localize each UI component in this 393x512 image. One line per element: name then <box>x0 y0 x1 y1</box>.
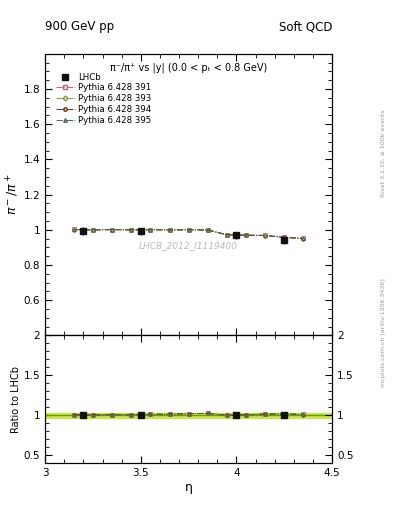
X-axis label: η: η <box>185 481 193 494</box>
Text: Soft QCD: Soft QCD <box>279 20 332 33</box>
Text: Rivet 3.1.10, ≥ 100k events: Rivet 3.1.10, ≥ 100k events <box>381 110 386 198</box>
Text: mcplots.cern.ch [arXiv:1306.3436]: mcplots.cern.ch [arXiv:1306.3436] <box>381 279 386 387</box>
Text: π⁻/π⁺ vs |y| (0.0 < pₜ < 0.8 GeV): π⁻/π⁺ vs |y| (0.0 < pₜ < 0.8 GeV) <box>110 62 267 73</box>
Bar <box>45 413 332 418</box>
Y-axis label: Ratio to LHCb: Ratio to LHCb <box>11 366 21 433</box>
Text: 900 GeV pp: 900 GeV pp <box>45 20 114 33</box>
Text: LHCB_2012_I1119400: LHCB_2012_I1119400 <box>139 241 238 250</box>
Y-axis label: $\pi^-/\pi^+$: $\pi^-/\pi^+$ <box>5 174 21 216</box>
Legend: LHCb, Pythia 6.428 391, Pythia 6.428 393, Pythia 6.428 394, Pythia 6.428 395: LHCb, Pythia 6.428 391, Pythia 6.428 393… <box>52 69 155 128</box>
